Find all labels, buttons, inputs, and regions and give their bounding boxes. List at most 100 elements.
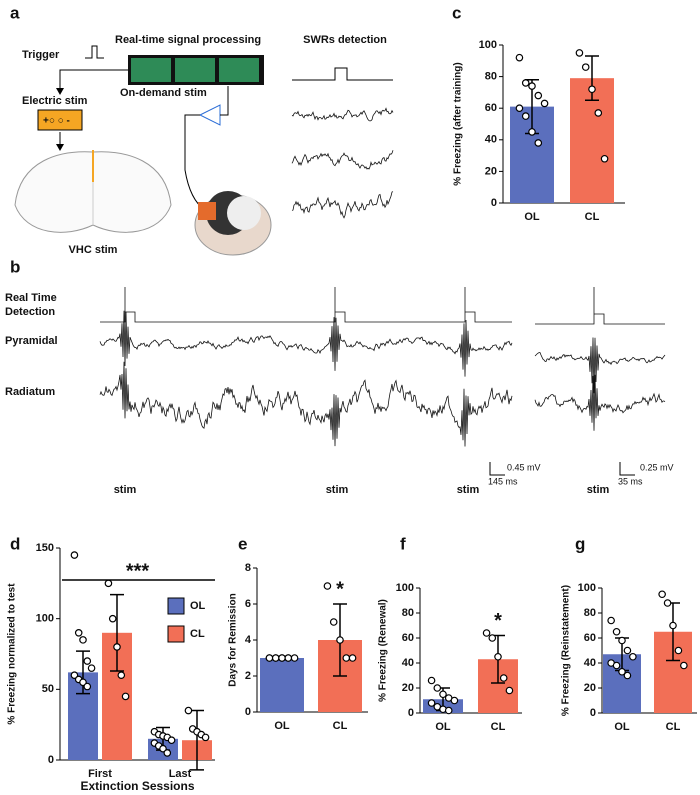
- x-axis-label: Extinction Sessions: [80, 779, 194, 793]
- wire: [184, 114, 206, 211]
- error-bar: [110, 593, 124, 672]
- radiatum-trace: [99, 361, 513, 447]
- data-point: [658, 590, 666, 599]
- bar: [260, 658, 304, 712]
- data-point: [680, 661, 688, 670]
- error-bar: [190, 709, 204, 771]
- scale-label: 145 ms: [488, 476, 518, 486]
- data-point: [74, 628, 83, 637]
- label: On-demand stim: [120, 87, 207, 99]
- y-tick-label: 20: [485, 165, 497, 177]
- screen: [219, 58, 259, 82]
- data-point: [284, 654, 293, 662]
- y-tick-label: 20: [402, 682, 414, 694]
- data-point: [521, 112, 530, 120]
- data-point: [488, 634, 497, 642]
- data-point: [588, 85, 596, 94]
- x-tick-label: CL: [333, 720, 348, 732]
- y-axis-label: % Freezing normalized to test: [7, 583, 18, 725]
- data-point: [607, 616, 615, 625]
- data-point: [494, 652, 502, 661]
- data-point: [618, 667, 626, 676]
- data-point: [439, 690, 447, 699]
- data-point: [265, 654, 274, 662]
- data-point: [528, 128, 536, 136]
- pyramidal-trace: [534, 337, 666, 394]
- label: Real-time signal processing: [115, 34, 261, 46]
- significance: *: [494, 610, 502, 632]
- y-axis-label: % Freezing (after training): [453, 62, 464, 185]
- data-point: [534, 91, 543, 100]
- y-axis-label: Days for Remission: [228, 593, 239, 686]
- data-point: [482, 629, 491, 637]
- data-point: [83, 682, 92, 691]
- data-point: [669, 621, 677, 630]
- y-tick-label: 0: [408, 707, 414, 719]
- label: Real Time: [5, 292, 57, 304]
- x-tick-label: OL: [524, 211, 540, 223]
- y-tick-label: 150: [36, 542, 54, 554]
- mouse-ear: [227, 196, 261, 230]
- screen: [175, 58, 215, 82]
- panel-letter: d: [10, 534, 20, 553]
- radiatum-trace: [534, 374, 666, 431]
- legend-swatch: [167, 625, 185, 643]
- data-point: [427, 699, 436, 707]
- data-point: [499, 674, 508, 682]
- y-tick-label: 60: [402, 632, 414, 644]
- label: Detection: [5, 306, 55, 318]
- headstage: [198, 202, 216, 220]
- data-point: [278, 654, 286, 662]
- y-tick-label: 60: [485, 102, 497, 114]
- wire: [220, 86, 229, 116]
- y-tick-label: 50: [42, 683, 54, 695]
- data-point: [534, 139, 543, 147]
- stim-label: stim: [587, 484, 610, 496]
- swr-trace: [291, 107, 394, 122]
- y-tick-label: 2: [245, 670, 251, 682]
- data-point: [163, 749, 172, 757]
- data-point: [663, 599, 672, 607]
- data-point: [618, 636, 626, 645]
- y-tick-label: 6: [245, 598, 251, 610]
- y-axis-label: % Freezing (Renewal): [378, 599, 389, 702]
- x-tick-label: Last: [169, 768, 192, 780]
- data-point: [581, 63, 590, 71]
- label: Electric stim: [22, 95, 88, 107]
- y-tick-label: 40: [402, 657, 414, 669]
- panel-letter: b: [10, 257, 20, 276]
- data-point: [323, 582, 332, 590]
- data-point: [450, 696, 459, 705]
- data-point: [427, 676, 436, 685]
- legend-label: OL: [190, 600, 206, 612]
- legend-label: CL: [190, 628, 205, 640]
- label: VHC stim: [69, 244, 118, 256]
- label: Pyramidal: [5, 335, 58, 347]
- data-point: [629, 652, 637, 661]
- scale-label: 0.45 mV: [507, 462, 541, 472]
- data-point: [167, 736, 176, 745]
- x-tick-label: CL: [491, 721, 506, 733]
- arrow: [59, 69, 128, 92]
- panel-letter: g: [575, 534, 585, 553]
- significance: *: [336, 578, 344, 600]
- data-point: [104, 579, 113, 588]
- detection-pulse: [292, 67, 393, 81]
- y-tick-label: 100: [36, 613, 54, 625]
- stim-label: stim: [457, 484, 480, 496]
- data-point: [594, 109, 603, 117]
- data-point: [433, 684, 442, 692]
- y-tick-label: 100: [479, 39, 497, 51]
- arrowhead: [56, 88, 64, 95]
- amplifier: [198, 104, 221, 126]
- pulse-icon: [85, 45, 104, 59]
- y-tick-label: 80: [485, 71, 497, 83]
- data-point: [87, 664, 96, 672]
- data-point: [201, 733, 210, 742]
- data-point: [329, 618, 338, 626]
- y-tick-label: 80: [402, 607, 414, 619]
- y-tick-label: 40: [584, 657, 596, 669]
- panel-letter: f: [400, 534, 406, 553]
- legend-swatch: [167, 597, 185, 615]
